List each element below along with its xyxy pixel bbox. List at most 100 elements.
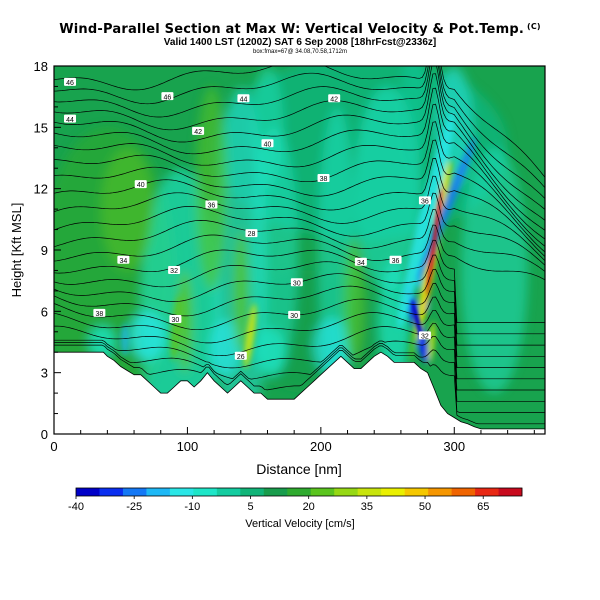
colorbar-swatch: [146, 488, 171, 496]
colorbar-tick-label: 65: [477, 501, 489, 513]
contour-label-bg: [168, 265, 181, 274]
contour-label: 30: [293, 280, 301, 287]
theta-contour: [54, 254, 545, 335]
colorbar-swatch: [475, 488, 499, 496]
colorbar-swatch: [287, 488, 312, 496]
velocity-blob: [254, 327, 287, 377]
contour-label-bg: [64, 77, 77, 86]
colorbar-swatch: [76, 488, 100, 496]
theta-contour: [54, 239, 545, 323]
theta-contour: [54, 103, 545, 240]
colorbar-swatch: [498, 488, 523, 496]
downdraft-core: [411, 299, 423, 340]
colorbar-swatch: [122, 488, 147, 496]
velocity-blob: [378, 260, 411, 383]
y-tick-label: 3: [41, 366, 48, 381]
velocity-core: [120, 323, 129, 357]
contour-label-bg: [245, 229, 258, 238]
y-axis-label: Height [Kft MSL]: [9, 203, 24, 298]
contour-label: 42: [194, 129, 202, 136]
colorbar-tick-label: 20: [303, 501, 315, 513]
colorbar-swatch: [263, 488, 288, 496]
contour-label-bg: [261, 139, 274, 148]
contour-label: 42: [330, 96, 338, 103]
colorbar-tick-label: 35: [361, 501, 373, 513]
contour-label: 32: [421, 333, 429, 340]
colorbar-tick-label: 50: [419, 501, 431, 513]
y-tick-label: 6: [41, 304, 48, 319]
y-tick-label: 0: [41, 427, 48, 442]
contour-label: 40: [264, 141, 272, 148]
theta-contour: [54, 342, 545, 413]
theta-contour: [54, 66, 545, 210]
theta-contour: [54, 73, 545, 221]
contour-label: 36: [421, 199, 429, 206]
theta-contour: [54, 87, 545, 231]
contour-label-bg: [169, 315, 182, 324]
velocity-blob: [100, 147, 155, 271]
contour-label: 38: [95, 311, 103, 318]
contour-label: 36: [208, 203, 216, 210]
contour-label-bg: [317, 173, 330, 182]
colorbar-tick-label: -10: [184, 501, 200, 513]
colorbar-swatch: [310, 488, 335, 496]
contour-label-bg: [93, 308, 106, 317]
contour-label: 36: [392, 258, 400, 265]
contour-label-bg: [234, 351, 247, 360]
colorbar-swatch: [216, 488, 241, 496]
colorbar: -40 -25 -10 5 20 35 50 65: [68, 487, 523, 513]
contour-label: 38: [320, 176, 328, 183]
contour-label: 40: [137, 182, 145, 189]
contour-label: 26: [237, 354, 245, 361]
velocity-blob: [251, 66, 284, 189]
contour-label-bg: [418, 331, 431, 340]
theta-contour: [54, 175, 545, 261]
theta-contour: [54, 309, 545, 380]
terrain-mask: [54, 351, 545, 434]
contour-label-bg: [205, 200, 218, 209]
colorbar-frame: [75, 487, 523, 497]
colorbar-tick-label: 5: [247, 501, 253, 513]
theta-contour: [54, 224, 545, 281]
velocity-blob: [343, 239, 365, 363]
y-tick-label: 9: [41, 243, 48, 258]
colorbar-tick-label: -40: [68, 501, 84, 513]
theta-contour: [54, 192, 545, 266]
colorbar-swatch: [428, 488, 452, 496]
x-tick-label: 200: [310, 439, 332, 454]
contour-label: 32: [170, 268, 178, 275]
contour-label-bg: [192, 126, 205, 135]
theta-contour: [54, 66, 545, 188]
contour-label-bg: [134, 180, 147, 189]
velocity-core: [244, 303, 256, 369]
velocity-blob: [208, 319, 241, 377]
chart-subtitle: Valid 1400 LST (1200Z) SAT 6 Sep 2008 [1…: [163, 37, 437, 48]
contour-label-bg: [161, 92, 174, 101]
contour-label-bg: [354, 257, 367, 266]
contour-label-bg: [64, 114, 77, 123]
colorbar-swatch: [99, 488, 124, 496]
colorbar-swatch: [334, 488, 358, 496]
contour-label: 30: [290, 313, 298, 320]
contour-label: 34: [357, 260, 365, 267]
y-tick-label: 12: [34, 182, 48, 197]
contour-label: 28: [248, 231, 256, 238]
contour-label: 46: [164, 94, 172, 101]
velocity-blob: [232, 229, 249, 353]
velocity-core: [170, 295, 184, 361]
x-axis-label: Distance [nm]: [256, 461, 342, 477]
y-tick-label: 15: [34, 120, 48, 135]
contour-label: 30: [172, 317, 180, 324]
velocity-core: [397, 110, 455, 329]
x-tick-label: 0: [50, 439, 57, 454]
theta-contour: [54, 66, 545, 199]
theta-contour: [54, 322, 545, 391]
velocity-core: [416, 137, 476, 282]
velocity-blob: [195, 86, 228, 291]
contour-label-bg: [288, 310, 301, 319]
contour-label-bg: [290, 278, 303, 287]
chart-subtitle-2: box:fmax=67@ 34.08,70.58,1712m: [253, 49, 347, 55]
contour-label: 46: [66, 80, 74, 87]
theta-contour: [54, 66, 545, 178]
